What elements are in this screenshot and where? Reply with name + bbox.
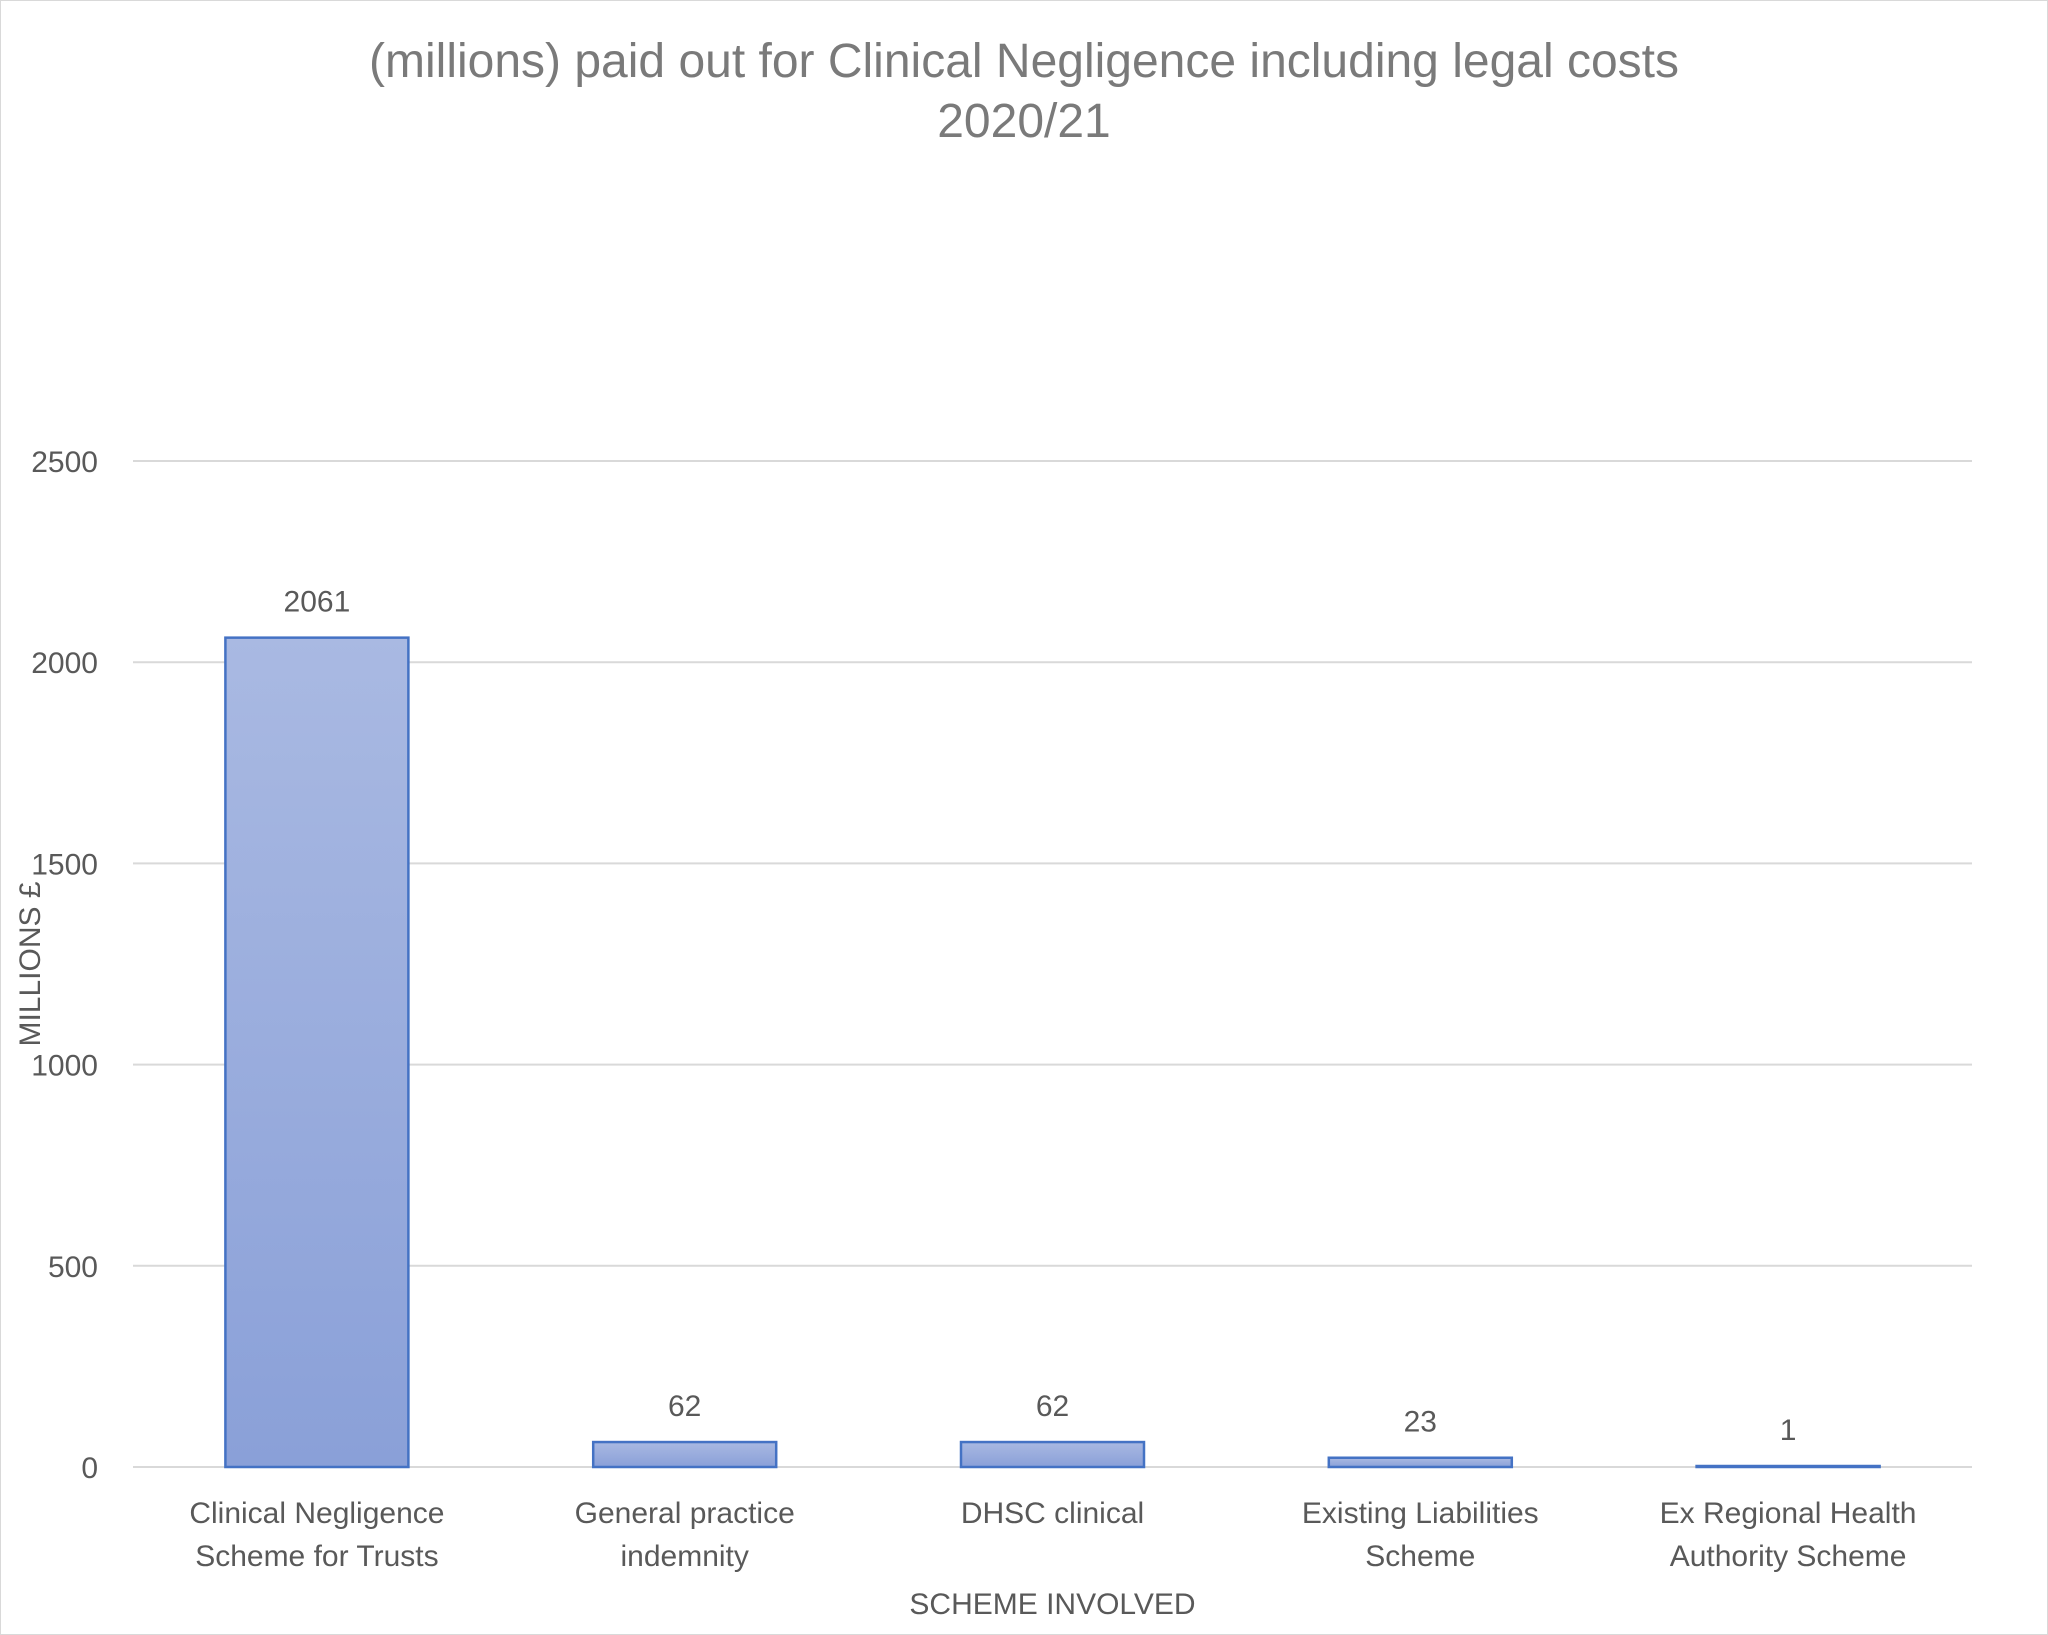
y-tick-label: 0: [81, 1452, 98, 1485]
bars: [224, 636, 1881, 1469]
y-tick-label: 2500: [31, 446, 98, 479]
data-label: 62: [1036, 1390, 1069, 1423]
bar: [959, 1440, 1146, 1469]
y-tick-label: 1000: [31, 1050, 98, 1083]
data-label: 2061: [284, 586, 351, 619]
y-axis-title: MILLIONS £: [14, 881, 47, 1046]
chart-title: (millions) paid out for Clinical Neglige…: [0, 32, 2048, 152]
gridlines: [133, 460, 1972, 1468]
x-category-label: Scheme for Trusts: [195, 1540, 438, 1573]
x-category-label: Authority Scheme: [1670, 1540, 1907, 1573]
data-label: 1: [1780, 1414, 1797, 1447]
y-tick-label: 1500: [31, 848, 98, 881]
y-tick-label: 2000: [31, 647, 98, 680]
data-label: 62: [668, 1390, 701, 1423]
x-axis-title: SCHEME INVOLVED: [909, 1588, 1195, 1621]
x-axis-categories: Clinical Negligence Scheme for Trusts Gene…: [189, 1497, 1916, 1573]
bar: [1695, 1464, 1881, 1469]
bar: [1327, 1456, 1514, 1469]
x-category-label: indemnity: [620, 1540, 748, 1573]
bar: [224, 636, 410, 1469]
x-category-label: Scheme: [1365, 1540, 1475, 1573]
chart-title-line-2: 2020/21: [937, 95, 1111, 148]
chart-title-line-1: (millions) paid out for Clinical Neglige…: [369, 35, 1679, 88]
x-category-label: Ex Regional Health: [1660, 1497, 1917, 1530]
x-category-label: General practice: [575, 1497, 795, 1530]
data-labels: 2061 62 62 23 1: [284, 586, 1797, 1447]
data-label: 23: [1404, 1406, 1437, 1439]
y-axis-ticks: 0 500 1000 1500 2000 2500: [31, 446, 98, 1485]
x-category-label: Clinical Negligence: [189, 1497, 444, 1530]
y-tick-label: 500: [48, 1251, 98, 1284]
x-category-label: Existing Liabilities: [1302, 1497, 1539, 1530]
x-category-label: DHSC clinical: [961, 1497, 1144, 1530]
bar: [591, 1440, 778, 1469]
